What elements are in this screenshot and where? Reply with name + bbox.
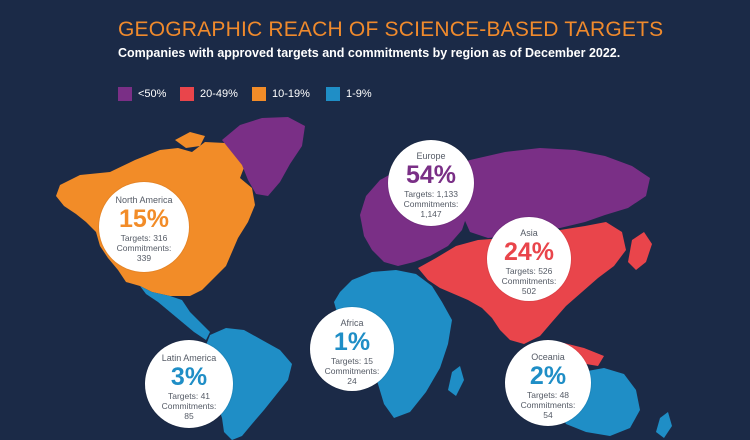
region-commitments: 24: [347, 376, 357, 386]
europe-bubble: Europe 54% Targets: 1,133 Commitments: 1…: [388, 140, 474, 226]
region-percent: 24%: [503, 238, 555, 266]
north-america-bubble: North America 15% Targets: 316 Commitmen…: [99, 182, 189, 272]
page-subtitle: Companies with approved targets and comm…: [118, 46, 621, 60]
oceania-bubble: Oceania 2% Targets: 48 Commitments: 54: [505, 340, 591, 426]
region-targets: Targets: 1,133: [404, 189, 458, 199]
region-targets: Targets: 316: [120, 233, 168, 243]
legend-label: 20-49%: [200, 88, 238, 100]
legend-label: <50%: [138, 88, 167, 100]
page-title: GEOGRAPHIC REACH OF SCIENCE-BASED TARGET…: [118, 18, 664, 41]
north-america-arctic-islands: [175, 132, 226, 158]
region-name: Asia: [520, 228, 538, 238]
madagascar-region: [448, 366, 464, 396]
new-zealand-region: [656, 412, 672, 438]
south-america-region: [204, 328, 292, 440]
region-percent: 1%: [333, 328, 371, 356]
region-name: Africa: [340, 318, 364, 328]
asia-bubble: Asia 24% Targets: 526 Commitments: 502: [487, 217, 571, 301]
region-commitments: 502: [521, 286, 537, 296]
region-commitments: 54: [543, 410, 553, 420]
africa-bubble: Africa 1% Targets: 15 Commitments: 24: [310, 307, 394, 391]
region-name: Europe: [416, 151, 446, 161]
region-percent: 15%: [118, 205, 170, 233]
region-commitments-label: Commitments:: [403, 199, 459, 209]
region-commitments: 339: [136, 253, 152, 263]
mexico-region: [140, 286, 210, 340]
region-name: Oceania: [531, 352, 565, 362]
region-commitments-label: Commitments:: [324, 366, 380, 376]
region-percent: 54%: [405, 161, 457, 189]
legend-swatch: [180, 87, 194, 101]
region-name: North America: [115, 195, 173, 205]
region-targets: Targets: 41: [167, 391, 211, 401]
region-percent: 3%: [170, 363, 208, 391]
greenland-region: [222, 117, 305, 196]
region-commitments: 85: [184, 411, 194, 421]
legend-swatch: [326, 87, 340, 101]
region-targets: Targets: 526: [505, 266, 553, 276]
region-name: Latin America: [161, 353, 217, 363]
region-targets: Targets: 15: [330, 356, 374, 366]
region-targets: Targets: 48: [526, 390, 570, 400]
region-commitments-label: Commitments:: [161, 401, 217, 411]
japan-region: [628, 232, 652, 270]
region-percent: 2%: [529, 362, 567, 390]
legend-swatch: [118, 87, 132, 101]
region-commitments-label: Commitments:: [501, 276, 557, 286]
legend-label: 1-9%: [346, 88, 372, 100]
region-commitments-label: Commitments:: [116, 243, 172, 253]
russia-region: [440, 148, 650, 238]
region-commitments-label: Commitments:: [520, 400, 576, 410]
region-commitments: 1,147: [420, 209, 442, 219]
legend-label: 10-19%: [272, 88, 310, 100]
latin-america-bubble: Latin America 3% Targets: 41 Commitments…: [145, 340, 233, 428]
legend-swatch: [252, 87, 266, 101]
